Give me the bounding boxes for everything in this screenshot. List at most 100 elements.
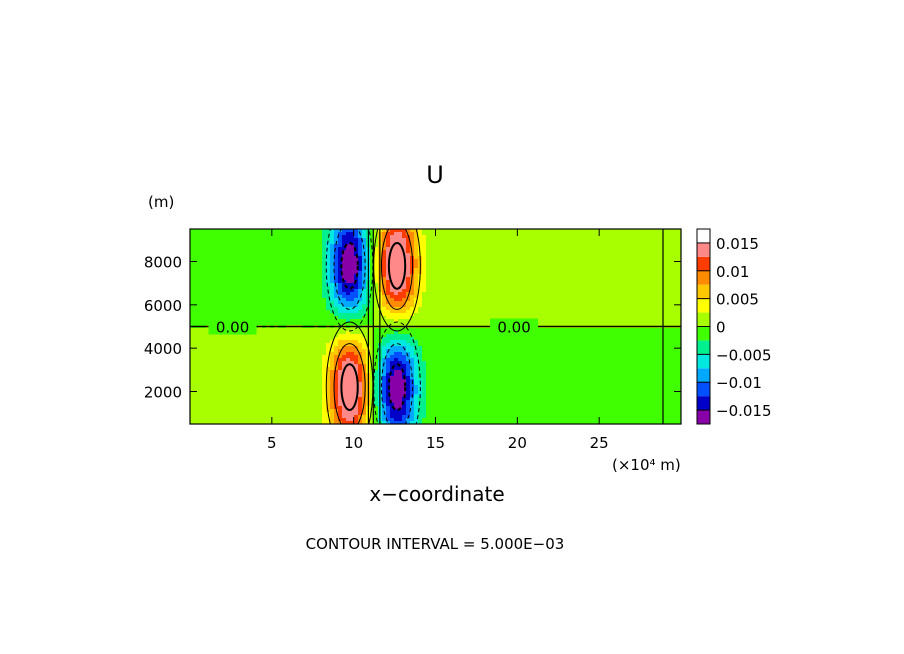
field-cell [590, 232, 595, 236]
field-cell [678, 283, 681, 287]
field-cell [214, 289, 219, 293]
field-cell [466, 253, 471, 257]
field-cell [582, 262, 587, 266]
field-cell [662, 250, 667, 254]
field-cell [382, 247, 387, 251]
field-cell [654, 340, 659, 344]
field-cell [542, 307, 547, 311]
field-cell [418, 349, 423, 353]
field-cell [534, 283, 539, 287]
field-cell [258, 349, 263, 353]
field-cell [530, 286, 535, 290]
field-cell [302, 259, 307, 263]
field-cell [250, 271, 255, 275]
field-cell [566, 262, 571, 266]
field-cell [334, 298, 339, 302]
field-cell [570, 232, 575, 236]
field-cell [466, 322, 471, 326]
field-cell [626, 232, 631, 236]
field-cell [242, 268, 247, 272]
field-cell [454, 346, 459, 350]
field-cell [282, 229, 287, 233]
field-cell [494, 337, 499, 341]
field-cell [382, 343, 387, 347]
field-cell [246, 286, 251, 290]
field-cell [346, 316, 351, 320]
field-cell [630, 274, 635, 278]
field-cell [514, 286, 519, 290]
field-cell [554, 283, 559, 287]
field-cell [658, 340, 663, 344]
field-cell [422, 241, 427, 245]
field-cell [294, 259, 299, 263]
field-cell [570, 340, 575, 344]
field-cell [342, 286, 347, 290]
field-cell [566, 256, 571, 260]
field-cell [238, 286, 243, 290]
field-cell [642, 298, 647, 302]
field-cell [462, 244, 467, 248]
field-cell [562, 298, 567, 302]
field-cell [298, 247, 303, 251]
field-cell [458, 274, 463, 278]
field-cell [398, 298, 403, 302]
field-cell [250, 241, 255, 245]
field-cell [574, 301, 579, 305]
field-cell [318, 349, 323, 353]
field-cell [258, 262, 263, 266]
field-cell [210, 346, 215, 350]
field-cell [302, 313, 307, 317]
field-cell [574, 295, 579, 299]
field-cell [346, 232, 351, 236]
field-cell [662, 319, 667, 323]
field-cell [558, 337, 563, 341]
field-cell [370, 271, 375, 275]
field-cell [278, 331, 283, 335]
field-cell [222, 262, 227, 266]
field-cell [198, 295, 203, 299]
field-cell [590, 328, 595, 332]
field-cell [210, 310, 215, 314]
field-cell [482, 229, 487, 233]
field-cell [318, 328, 323, 332]
field-cell [446, 250, 451, 254]
field-cell [650, 346, 655, 350]
field-cell [386, 346, 391, 350]
field-cell [354, 310, 359, 314]
field-cell [578, 259, 583, 263]
field-cell [338, 277, 343, 281]
field-cell [526, 256, 531, 260]
field-cell [282, 346, 287, 350]
field-cell [274, 301, 279, 305]
field-cell [666, 307, 671, 311]
field-cell [654, 286, 659, 290]
field-cell [466, 307, 471, 311]
field-cell [390, 238, 395, 242]
field-cell [330, 229, 335, 233]
field-cell [474, 292, 479, 296]
field-cell [662, 268, 667, 272]
field-cell [486, 262, 491, 266]
field-cell [446, 298, 451, 302]
field-cell [278, 289, 283, 293]
field-cell [586, 235, 591, 239]
field-cell [430, 241, 435, 245]
field-cell [382, 271, 387, 275]
field-cell [418, 298, 423, 302]
field-cell [514, 262, 519, 266]
field-cell [450, 235, 455, 239]
field-cell [442, 232, 447, 236]
field-cell [286, 331, 291, 335]
field-cell [202, 349, 207, 353]
field-cell [482, 262, 487, 266]
field-cell [242, 271, 247, 275]
field-cell [462, 343, 467, 347]
field-cell [458, 283, 463, 287]
field-cell [262, 289, 267, 293]
field-cell [214, 274, 219, 278]
field-cell [294, 229, 299, 233]
field-cell [398, 331, 403, 335]
field-cell [354, 241, 359, 245]
field-cell [274, 337, 279, 341]
field-cell [470, 235, 475, 239]
